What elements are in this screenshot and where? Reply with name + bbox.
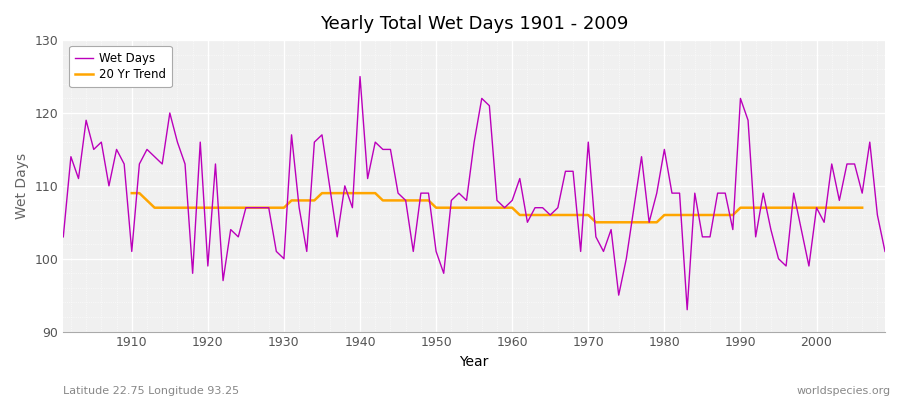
20 Yr Trend bbox=[857, 205, 868, 210]
Wet Days bbox=[355, 74, 365, 79]
Text: worldspecies.org: worldspecies.org bbox=[796, 386, 891, 396]
Wet Days bbox=[682, 307, 693, 312]
20 Yr Trend bbox=[317, 191, 328, 196]
Wet Days bbox=[332, 234, 343, 239]
Line: Wet Days: Wet Days bbox=[63, 76, 885, 310]
Bar bbox=[63, 259, 885, 332]
Wet Days bbox=[507, 198, 517, 203]
Wet Days bbox=[58, 234, 68, 239]
Wet Days bbox=[879, 249, 890, 254]
Text: Latitude 22.75 Longitude 93.25: Latitude 22.75 Longitude 93.25 bbox=[63, 386, 239, 396]
Wet Days bbox=[606, 227, 616, 232]
Wet Days bbox=[515, 176, 526, 181]
Wet Days bbox=[286, 132, 297, 137]
X-axis label: Year: Year bbox=[460, 355, 489, 369]
Bar bbox=[63, 113, 885, 186]
Wet Days bbox=[119, 162, 130, 166]
Legend: Wet Days, 20 Yr Trend: Wet Days, 20 Yr Trend bbox=[69, 46, 172, 87]
20 Yr Trend bbox=[180, 205, 191, 210]
Y-axis label: Wet Days: Wet Days bbox=[15, 153, 29, 219]
Bar bbox=[63, 186, 885, 259]
20 Yr Trend bbox=[697, 212, 707, 217]
20 Yr Trend bbox=[126, 191, 137, 196]
20 Yr Trend bbox=[590, 220, 601, 225]
20 Yr Trend bbox=[149, 205, 160, 210]
Bar bbox=[63, 40, 885, 113]
20 Yr Trend bbox=[491, 205, 502, 210]
Title: Yearly Total Wet Days 1901 - 2009: Yearly Total Wet Days 1901 - 2009 bbox=[320, 15, 628, 33]
Line: 20 Yr Trend: 20 Yr Trend bbox=[131, 193, 862, 222]
20 Yr Trend bbox=[544, 212, 555, 217]
